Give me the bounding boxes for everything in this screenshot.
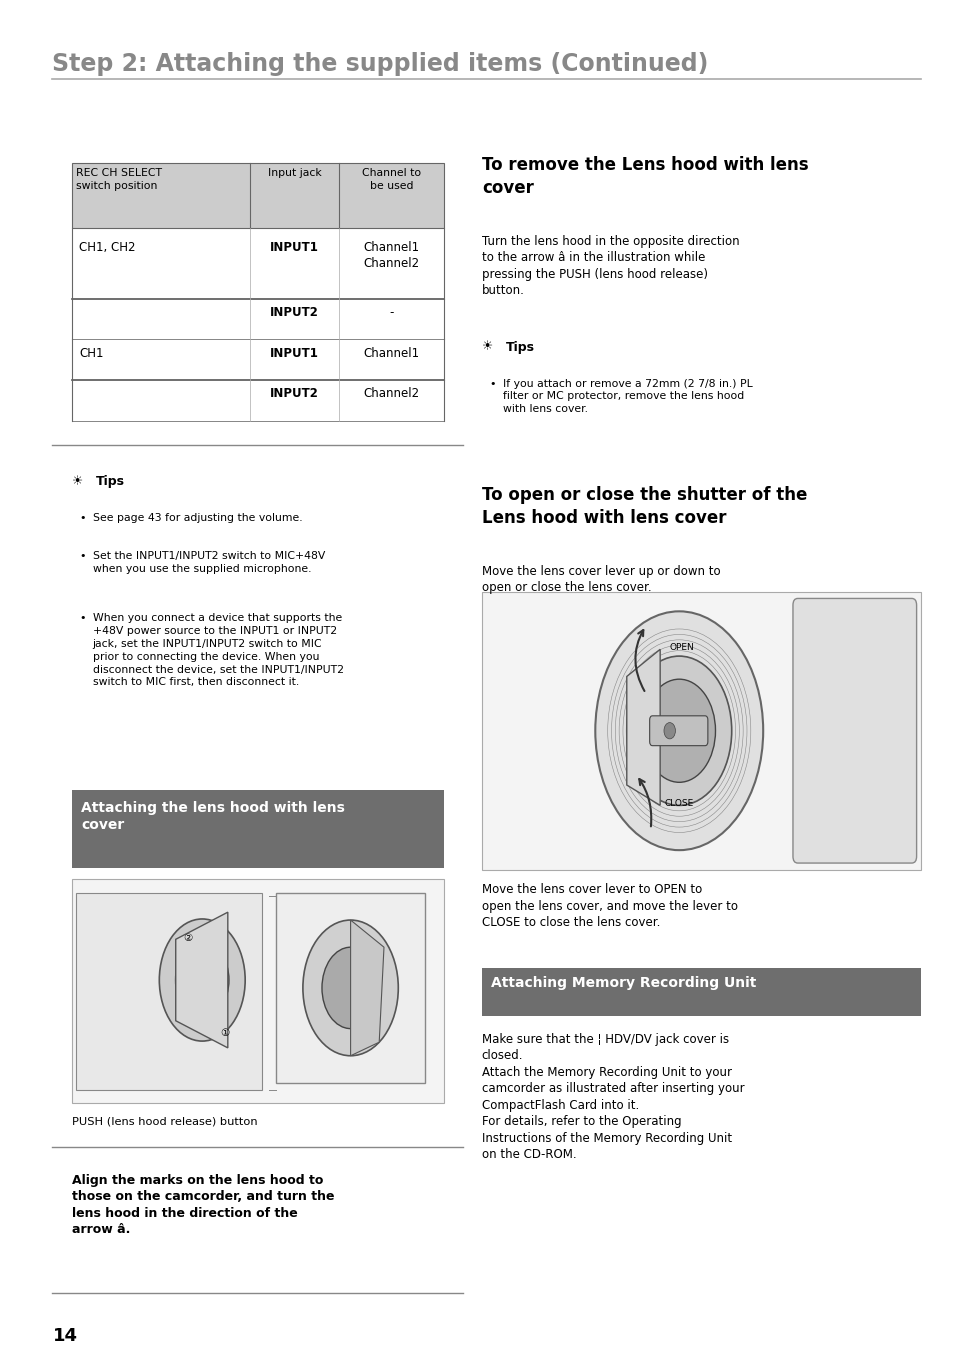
Text: When you connect a device that supports the
+48V power source to the INPUT1 or I: When you connect a device that supports … (92, 613, 343, 688)
Text: INPUT2: INPUT2 (270, 387, 319, 400)
Text: Channel2: Channel2 (363, 387, 419, 400)
Text: OPEN: OPEN (669, 643, 694, 653)
Text: ☀: ☀ (481, 341, 493, 354)
Text: Make sure that the ¦ HDV/DV jack cover is
closed.
Attach the Memory Recording Un: Make sure that the ¦ HDV/DV jack cover i… (481, 1033, 743, 1162)
Text: ②: ② (183, 932, 193, 943)
FancyBboxPatch shape (481, 592, 920, 870)
Text: CH1: CH1 (79, 346, 104, 360)
Text: To remove the Lens hood with lens
cover: To remove the Lens hood with lens cover (481, 156, 807, 197)
FancyBboxPatch shape (71, 879, 443, 1103)
Circle shape (642, 678, 715, 782)
Text: Move the lens cover lever to OPEN to
open the lens cover, and move the lever to
: Move the lens cover lever to OPEN to ope… (481, 883, 737, 930)
Text: Attaching Memory Recording Unit: Attaching Memory Recording Unit (491, 976, 756, 989)
Text: If you attach or remove a 72mm (2 7/8 in.) PL
filter or MC protector, remove the: If you attach or remove a 72mm (2 7/8 in… (502, 379, 752, 414)
FancyBboxPatch shape (76, 893, 262, 1090)
Text: Tips: Tips (95, 475, 124, 489)
Text: CH1, CH2: CH1, CH2 (79, 240, 135, 254)
Circle shape (159, 919, 245, 1041)
FancyBboxPatch shape (649, 716, 707, 746)
Text: INPUT1: INPUT1 (270, 240, 319, 254)
Text: INPUT1: INPUT1 (270, 346, 319, 360)
Text: See page 43 for adjusting the volume.: See page 43 for adjusting the volume. (92, 513, 302, 522)
FancyBboxPatch shape (71, 163, 443, 228)
Text: Move the lens cover lever up or down to
open or close the lens cover.: Move the lens cover lever up or down to … (481, 565, 720, 594)
Text: •: • (79, 613, 86, 623)
Text: •: • (489, 379, 496, 388)
Text: Attaching the lens hood with lens
cover: Attaching the lens hood with lens cover (81, 801, 345, 832)
Text: PUSH (lens hood release) button: PUSH (lens hood release) button (71, 1117, 257, 1126)
Text: Channel1: Channel1 (363, 346, 419, 360)
Polygon shape (351, 920, 383, 1056)
Text: Tips: Tips (505, 341, 534, 354)
Text: Set the INPUT1/INPUT2 switch to MIC+48V
when you use the supplied microphone.: Set the INPUT1/INPUT2 switch to MIC+48V … (92, 551, 325, 574)
Text: -: - (389, 305, 394, 319)
Circle shape (175, 942, 229, 1018)
Text: Step 2: Attaching the supplied items (Continued): Step 2: Attaching the supplied items (Co… (52, 52, 708, 76)
Text: To open or close the shutter of the
Lens hood with lens cover: To open or close the shutter of the Lens… (481, 486, 806, 527)
Text: CLOSE: CLOSE (664, 799, 694, 809)
Text: REC CH SELECT
switch position: REC CH SELECT switch position (76, 168, 162, 191)
Text: INPUT2: INPUT2 (270, 305, 319, 319)
Text: Turn the lens hood in the opposite direction
to the arrow â in the illustration : Turn the lens hood in the opposite direc… (481, 235, 739, 297)
Text: •: • (79, 551, 86, 560)
Circle shape (303, 920, 398, 1056)
Circle shape (663, 722, 675, 738)
Circle shape (595, 611, 762, 849)
Text: Channel1
Channel2: Channel1 Channel2 (363, 240, 419, 270)
Text: 14: 14 (52, 1327, 77, 1345)
Text: Input jack: Input jack (268, 168, 321, 178)
FancyBboxPatch shape (276, 893, 425, 1083)
FancyBboxPatch shape (71, 790, 443, 868)
Polygon shape (626, 650, 659, 805)
Circle shape (322, 947, 379, 1029)
Text: Align the marks on the lens hood to
those on the camcorder, and turn the
lens ho: Align the marks on the lens hood to thos… (71, 1174, 334, 1236)
FancyBboxPatch shape (481, 968, 920, 1016)
Polygon shape (175, 912, 228, 1048)
Text: Channel to
be used: Channel to be used (361, 168, 420, 191)
Circle shape (626, 657, 731, 805)
Text: ①: ① (220, 1027, 230, 1038)
FancyBboxPatch shape (792, 598, 916, 863)
Text: •: • (79, 513, 86, 522)
Text: ☀: ☀ (71, 475, 83, 489)
